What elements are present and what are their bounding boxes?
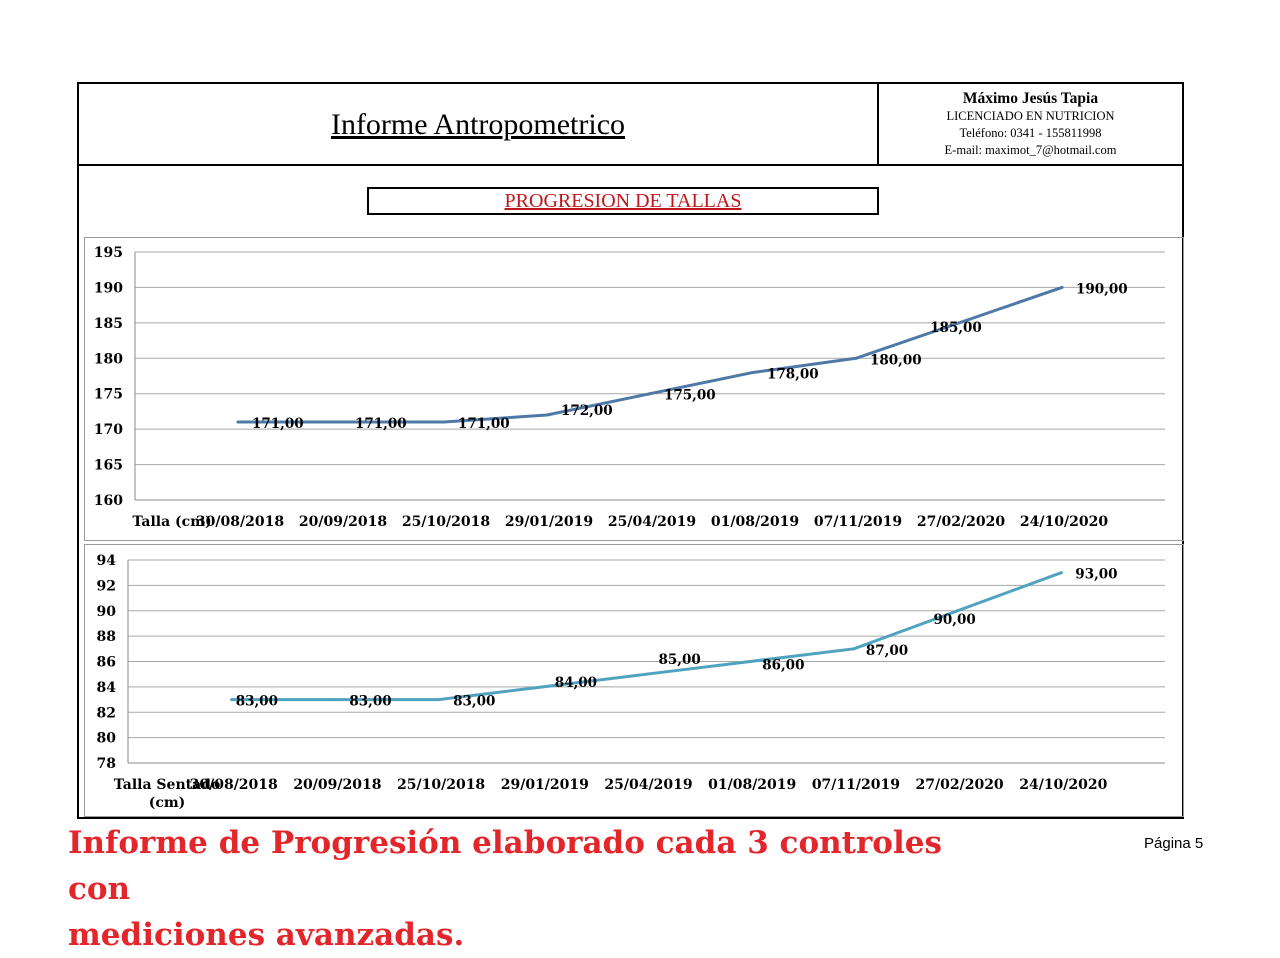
sentado-data-point bbox=[437, 698, 441, 702]
talla-y-tick-label: 185 bbox=[94, 316, 123, 332]
document-title: Informe Antropometrico bbox=[330, 108, 626, 141]
talla-data-label: 185,00 bbox=[930, 320, 982, 336]
sentado-data-label: 84,00 bbox=[555, 675, 597, 691]
talla-y-tick-label: 160 bbox=[94, 493, 123, 509]
talla-data-label: 171,00 bbox=[252, 416, 304, 432]
contact-phone: Teléfono: 0341 - 155811998 bbox=[959, 126, 1102, 140]
talla-x-tick-label: 30/08/2018 bbox=[196, 514, 284, 530]
talla-category-axis-title: Talla (cm) bbox=[132, 514, 211, 530]
sentado-data-point bbox=[956, 609, 960, 613]
talla-y-tick-label: 165 bbox=[94, 458, 123, 474]
talla-data-point bbox=[648, 392, 652, 396]
talla-data-label: 175,00 bbox=[664, 388, 716, 404]
talla-data-point bbox=[854, 356, 858, 360]
page-number: Página 5 bbox=[1144, 835, 1204, 852]
talla-data-point bbox=[442, 420, 446, 424]
talla-series-line bbox=[236, 285, 1064, 424]
sentado-data-label: 90,00 bbox=[933, 612, 975, 628]
sentado-y-tick-label: 82 bbox=[97, 705, 116, 721]
talla-data-label: 180,00 bbox=[870, 352, 922, 368]
section-title: PROGRESION DE TALLAS bbox=[504, 189, 742, 212]
sentado-y-tick-label: 94 bbox=[97, 553, 117, 569]
report-header: Informe Antropometrico Máximo Jesús Tapi… bbox=[79, 84, 1182, 166]
sentado-data-label: 93,00 bbox=[1075, 567, 1117, 583]
footer-note-line-2: mediciones avanzadas. bbox=[68, 917, 465, 953]
talla-data-label: 172,00 bbox=[561, 403, 613, 419]
contact-email: E-mail: maximot_7@hotmail.com bbox=[944, 143, 1117, 157]
section-title-box: PROGRESION DE TALLAS bbox=[367, 187, 879, 215]
sentado-x-tick-label: 24/10/2020 bbox=[1019, 777, 1107, 793]
talla-data-point bbox=[957, 321, 961, 325]
talla-y-tick-label: 195 bbox=[94, 245, 123, 261]
sentado-x-tick-label: 07/11/2019 bbox=[812, 777, 900, 793]
talla-data-point bbox=[545, 413, 549, 417]
contact-block: Máximo Jesús Tapia LICENCIADO EN NUTRICI… bbox=[879, 84, 1182, 164]
contact-profession: LICENCIADO EN NUTRICION bbox=[946, 109, 1115, 123]
talla-data-label: 171,00 bbox=[458, 416, 510, 432]
talla-sentado-chart-panel: 78 80 82 84 86 88 90 92 94 Talla Sentado (cm) 30/08… bbox=[84, 544, 1184, 817]
title-cell: Informe Antropometrico bbox=[79, 84, 879, 164]
talla-y-tick-label: 190 bbox=[94, 280, 123, 296]
sentado-data-point bbox=[230, 698, 234, 702]
sentado-x-tick-label: 20/09/2018 bbox=[293, 777, 381, 793]
talla-y-tick-label: 170 bbox=[94, 422, 123, 438]
sentado-x-tick-label: 30/08/2018 bbox=[190, 777, 278, 793]
sentado-data-label: 85,00 bbox=[659, 652, 701, 668]
sentado-x-tick-label: 25/10/2018 bbox=[397, 777, 485, 793]
sentado-x-tick-label: 01/08/2019 bbox=[708, 777, 796, 793]
talla-x-tick-label: 29/01/2019 bbox=[505, 514, 593, 530]
talla-x-tick-label: 24/10/2020 bbox=[1020, 514, 1108, 530]
talla-data-label: 190,00 bbox=[1076, 281, 1128, 297]
talla-y-tick-label: 180 bbox=[94, 351, 123, 367]
talla-sentado-chart: 78 80 82 84 86 88 90 92 94 Talla Sentado (cm)30/08… bbox=[97, 553, 1165, 811]
sentado-y-tick-label: 84 bbox=[97, 680, 117, 696]
talla-y-tick-label: 175 bbox=[94, 387, 123, 403]
sentado-data-label: 86,00 bbox=[762, 658, 804, 674]
contact-name: Máximo Jesús Tapia bbox=[962, 90, 1099, 107]
talla-data-label: 178,00 bbox=[767, 366, 819, 382]
sentado-y-tick-label: 90 bbox=[97, 604, 117, 620]
sentado-y-tick-label: 86 bbox=[97, 655, 116, 671]
sentado-data-point bbox=[541, 685, 545, 689]
talla-x-tick-label: 25/10/2018 bbox=[402, 514, 490, 530]
sentado-x-tick-label: 29/01/2019 bbox=[501, 777, 589, 793]
sentado-category-axis-title: (cm) bbox=[149, 795, 186, 811]
sentado-category-axis-title: Talla Sentado bbox=[114, 777, 221, 793]
report-frame: Informe Antropometrico Máximo Jesús Tapi… bbox=[77, 82, 1184, 819]
talla-data-point bbox=[751, 370, 755, 374]
talla-data-label: 171,00 bbox=[355, 416, 407, 432]
talla-chart-panel: 160 165 170 175 180 185 190 195 Talla (cm) 30/08/… bbox=[84, 237, 1184, 541]
talla-x-tick-label: 27/02/2020 bbox=[917, 514, 1005, 530]
sentado-y-tick-label: 78 bbox=[97, 756, 116, 772]
talla-x-tick-label: 07/11/2019 bbox=[814, 514, 902, 530]
sentado-data-label: 83,00 bbox=[236, 694, 278, 710]
sentado-data-point bbox=[748, 660, 752, 663]
sentado-data-point bbox=[645, 672, 648, 676]
sentado-data-label: 83,00 bbox=[349, 694, 391, 710]
sentado-data-point bbox=[852, 647, 856, 651]
sentado-y-tick-label: 88 bbox=[97, 629, 116, 645]
talla-data-point bbox=[339, 420, 343, 424]
talla-x-tick-label: 20/09/2018 bbox=[299, 514, 387, 530]
sentado-x-tick-label: 27/02/2020 bbox=[916, 777, 1004, 793]
talla-chart: 160 165 170 175 180 185 190 195 Talla (cm)30/08/… bbox=[94, 245, 1165, 530]
sentado-data-label: 87,00 bbox=[866, 643, 908, 659]
talla-data-point bbox=[1060, 285, 1064, 289]
sentado-y-tick-label: 80 bbox=[97, 731, 117, 747]
footer-note: Informe de Progresión elaborado cada 3 c… bbox=[68, 820, 968, 958]
talla-x-tick-label: 25/04/2019 bbox=[608, 514, 696, 530]
sentado-data-point bbox=[1059, 571, 1063, 575]
sentado-data-label: 83,00 bbox=[453, 694, 495, 710]
sentado-data-point bbox=[333, 698, 337, 702]
footer-note-line-1: Informe de Progresión elaborado cada 3 c… bbox=[68, 825, 942, 907]
talla-x-tick-label: 01/08/2019 bbox=[711, 514, 799, 530]
talla-data-point bbox=[236, 420, 240, 424]
sentado-y-tick-label: 92 bbox=[97, 578, 116, 594]
sentado-x-tick-label: 25/04/2019 bbox=[604, 777, 692, 793]
